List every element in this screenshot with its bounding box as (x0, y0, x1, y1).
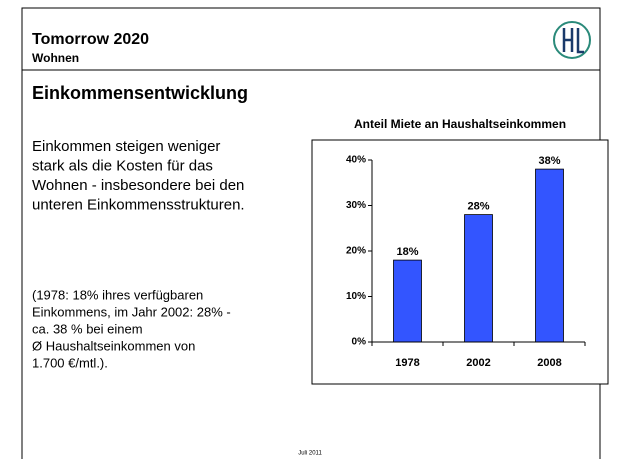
header-title: Tomorrow 2020 (32, 31, 149, 48)
note-text: Einkommens, im Jahr 2002: 28% - (32, 304, 231, 319)
note-text: ca. 38 % bei einem (32, 321, 143, 336)
data-label: 28% (467, 201, 489, 213)
body-text: Wohnen - insbesondere bei den (32, 177, 244, 194)
y-tick-label: 40% (346, 155, 366, 166)
data-label: 18% (396, 246, 418, 258)
bar (464, 214, 493, 343)
note-text: (1978: 18% ihres verfügbaren (32, 287, 203, 302)
body-text: Einkommen steigen weniger (32, 138, 220, 155)
footer: Juli 2011 (298, 451, 322, 457)
body-text: stark als die Kosten für das (32, 157, 213, 174)
y-tick-label: 30% (346, 200, 366, 211)
heading: Einkommensentwicklung (32, 83, 248, 103)
y-tick-label: 0% (352, 337, 367, 348)
bar (393, 259, 422, 343)
x-tick-label: 1978 (395, 357, 419, 369)
x-tick-label: 2002 (466, 357, 490, 369)
bar (535, 168, 564, 343)
body-text: unteren Einkommensstrukturen. (32, 196, 245, 213)
data-label: 38% (538, 155, 560, 167)
logo (553, 21, 591, 59)
note-text: 1.700 €/mtl.). (32, 355, 108, 370)
chart-title: Anteil Miete an Haushaltseinkommen (354, 117, 566, 131)
note-text: Ø Haushaltseinkommen von (32, 338, 195, 353)
x-tick-label: 2008 (537, 357, 561, 369)
header-subtitle: Wohnen (32, 51, 79, 65)
y-tick-label: 10% (346, 291, 366, 302)
y-tick-label: 20% (346, 246, 366, 257)
